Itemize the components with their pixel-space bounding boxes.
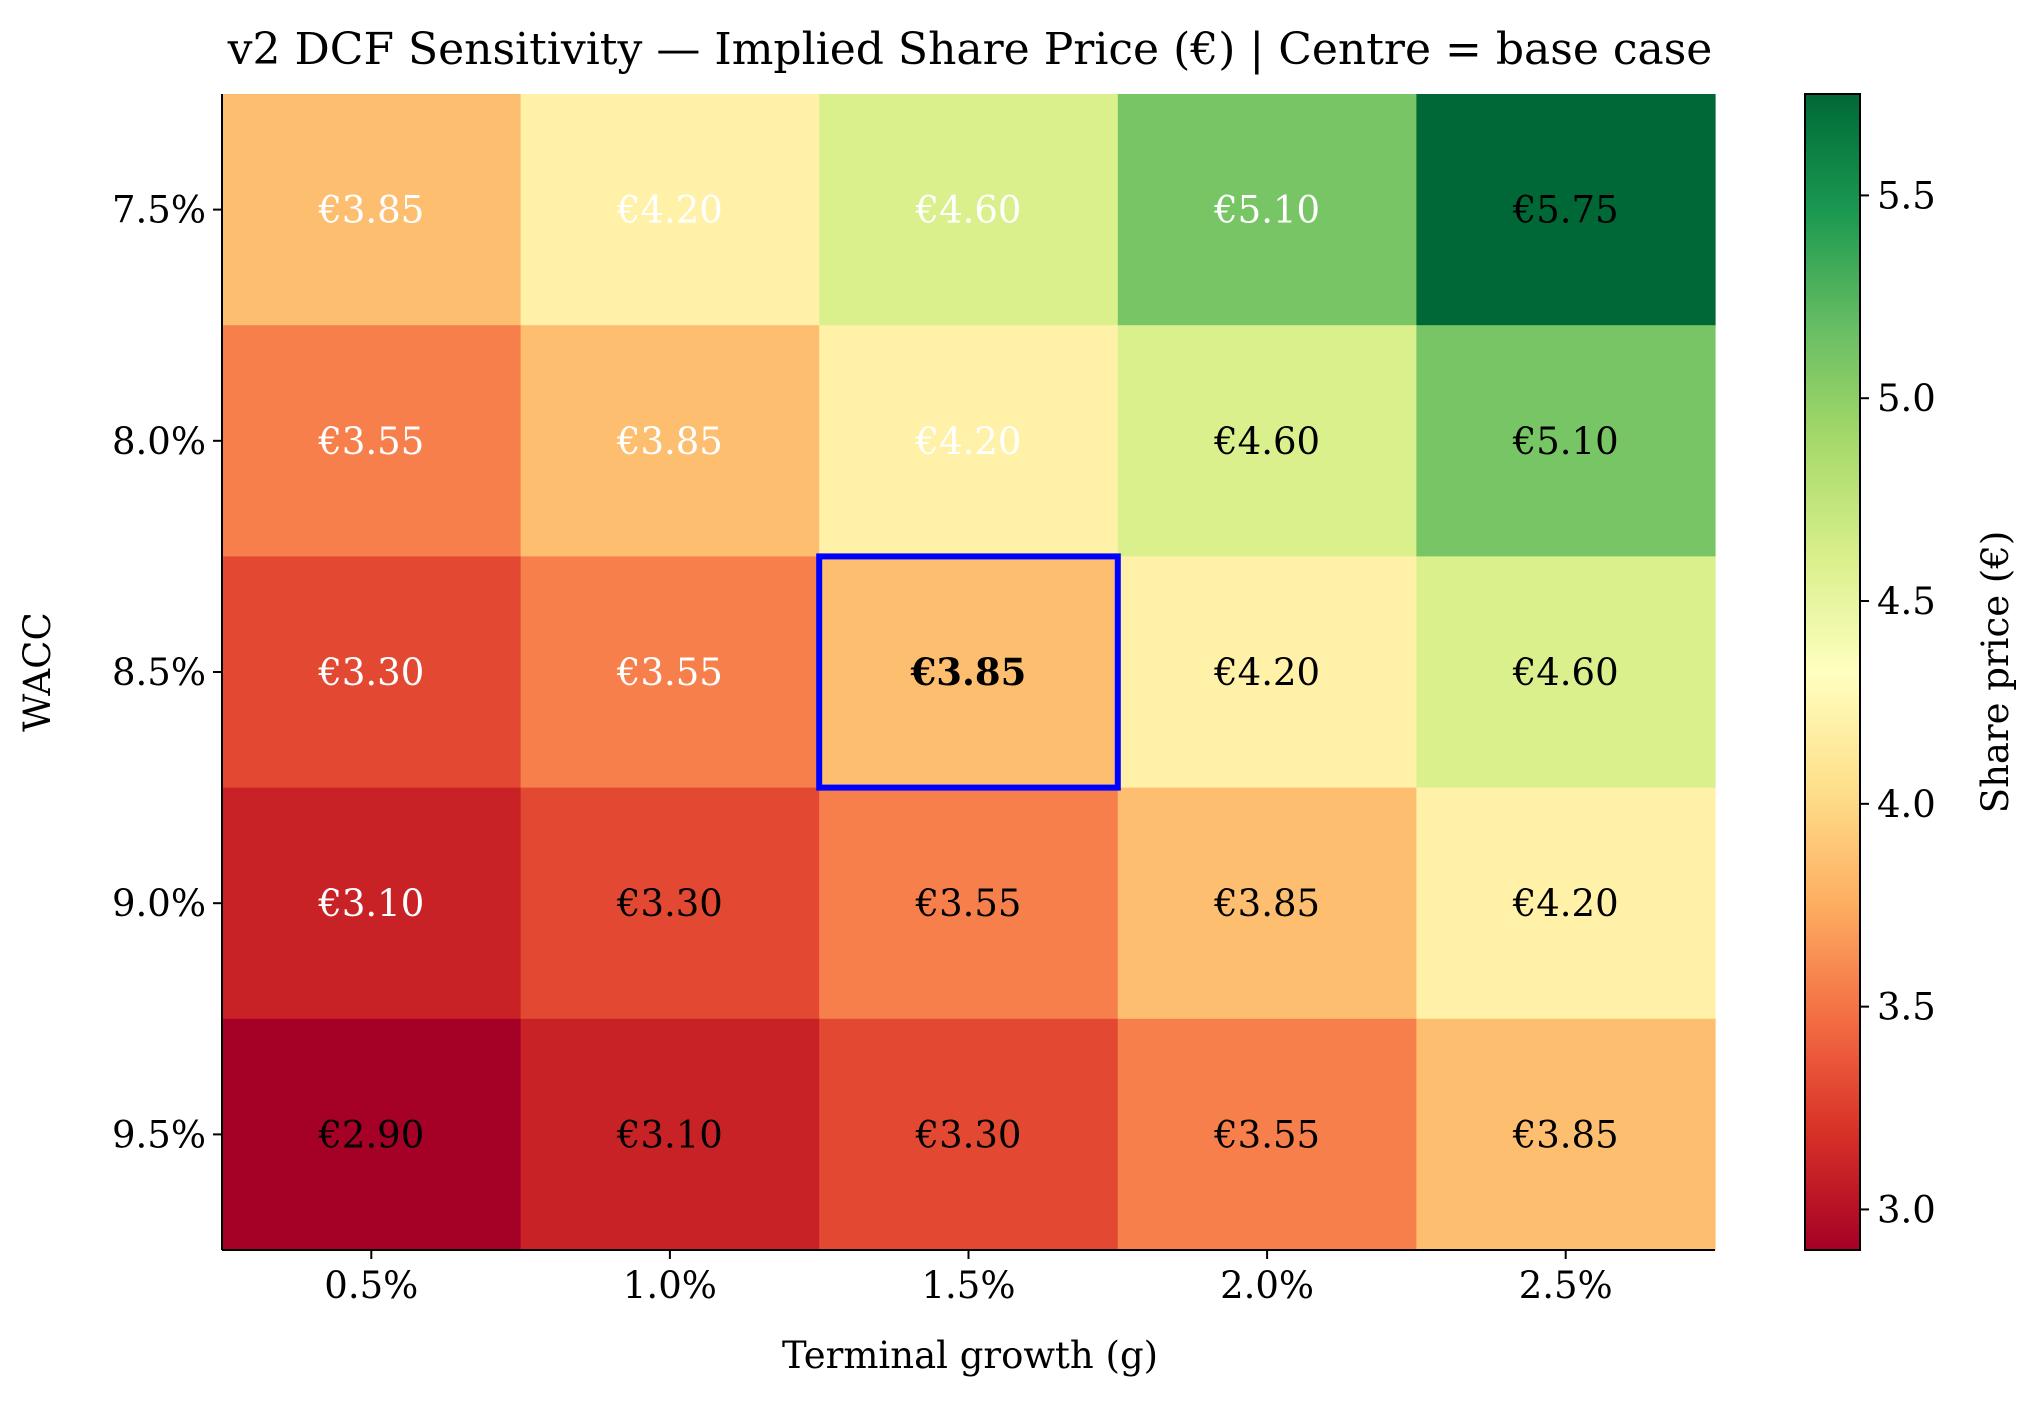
y-tick-label: 9.5% [112,1113,206,1156]
colorbar-tick-label: 3.0 [1877,1188,1936,1231]
heatmap-cell [1416,556,1716,789]
heatmap-cell [520,556,820,789]
colorbar [1804,93,1861,1251]
heatmap-cell [1416,787,1716,1020]
cell-value-label: €2.90 [317,1113,424,1156]
cell-value-label: €4.60 [1213,420,1320,463]
y-tick-label: 8.0% [112,420,206,463]
colorbar-tick-label: 3.5 [1877,986,1936,1029]
x-tick-label: 1.5% [922,1264,1016,1307]
cell-value-label: €4.20 [915,420,1022,463]
heatmap-cell [1416,1018,1716,1251]
x-axis-label: Terminal growth (g) [782,1334,1158,1377]
heatmap-cell [222,787,522,1020]
x-axis-ticks: 0.5% 1.0% 1.5% 2.0% 2.5% [324,1250,1613,1307]
x-tick-label: 2.5% [1519,1264,1613,1307]
cell-value-label: €3.85 [1213,882,1320,925]
heatmap-cell [520,787,820,1020]
cell-value-label: €3.85 [910,650,1027,694]
x-tick-label: 2.0% [1220,1264,1314,1307]
heatmap-cells [222,94,1716,1251]
base-case-highlight [816,553,1121,791]
cell-value-label: €4.20 [616,189,723,232]
heatmap-cell [819,787,1119,1020]
heatmap-cell [1117,556,1417,789]
y-tick-label: 7.5% [112,189,206,232]
cell-value-label: €4.20 [1213,651,1320,694]
cell-value-label: €4.60 [1512,651,1619,694]
cell-value-label: €4.20 [1512,882,1619,925]
colorbar-tick-label: 5.0 [1877,377,1936,420]
cell-value-label: €3.30 [616,882,723,925]
heatmap-cell [222,325,522,557]
heatmap-cell [520,325,820,557]
colorbar-tick-label: 4.0 [1877,783,1936,826]
cell-value-label: €3.85 [1512,1113,1619,1156]
heatmap-cell [819,1018,1119,1251]
cell-value-label: €4.60 [915,189,1022,232]
cell-value-label: €3.85 [616,420,723,463]
colorbar-ticks: 3.0 3.5 4.0 4.5 5.0 5.5 [1860,174,1936,1231]
cell-value-label: €3.55 [915,882,1022,925]
cell-value-label: €3.55 [317,420,424,463]
chart-title: v2 DCF Sensitivity — Implied Share Price… [227,24,1713,75]
y-axis-label: WACC [16,612,59,732]
cell-value-label: €3.30 [915,1113,1022,1156]
heatmap-cell [1117,94,1417,326]
y-tick-label: 9.0% [112,882,206,925]
cell-value-label: €3.10 [616,1113,723,1156]
cell-value-label: €3.10 [317,882,424,925]
heatmap-cell [819,556,1119,789]
cell-labels: €3.85 €4.20 €4.60 €5.10 €5.75 €3.55 €3.85 €4.20… [317,189,1618,1157]
colorbar-tick-label: 4.5 [1877,580,1936,623]
cell-value-label: €5.10 [1213,189,1320,232]
heatmap-cell [520,94,820,326]
heatmap-cell [520,1018,820,1251]
cell-value-label: €5.75 [1512,189,1619,232]
heatmap-cell [1416,325,1716,557]
colorbar-label: Share price (€) [1974,531,2017,814]
cell-value-label: €3.85 [317,189,424,232]
cell-value-label: €5.10 [1512,420,1619,463]
colorbar-tick-label: 5.5 [1877,174,1936,217]
cell-value-label: €3.55 [616,651,723,694]
heatmap-cell [1416,94,1716,326]
heatmap-cell [222,1018,522,1251]
cell-value-label: €3.30 [317,651,424,694]
heatmap-cell [819,94,1119,326]
heatmap-cell [222,556,522,789]
heatmap-cell [819,325,1119,557]
x-tick-label: 1.0% [623,1264,717,1307]
y-tick-label: 8.5% [112,651,206,694]
cell-value-label: €3.55 [1213,1113,1320,1156]
x-tick-label: 0.5% [324,1264,418,1307]
heatmap-cell [222,94,522,326]
heatmap-cell [1117,1018,1417,1251]
y-axis-ticks: 7.5% 8.0% 8.5% 9.0% 9.5% [112,189,222,1156]
heatmap-cell [1117,325,1417,557]
heatmap-cell [1117,787,1417,1020]
